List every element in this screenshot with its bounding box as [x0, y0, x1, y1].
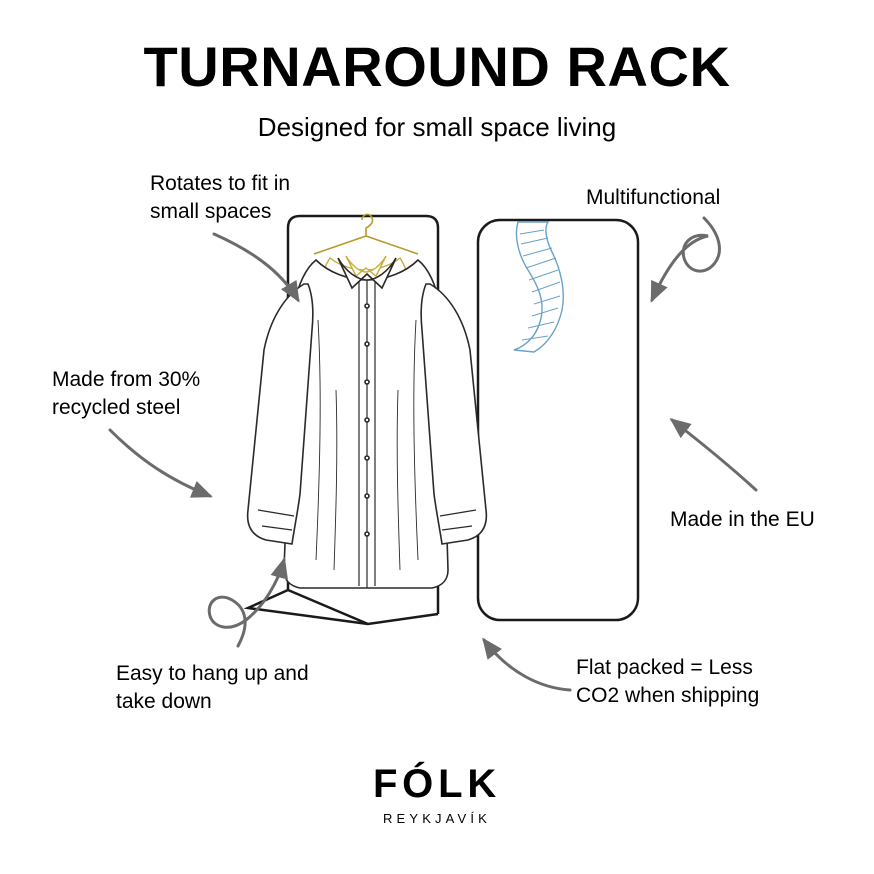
arr-flat	[484, 640, 570, 690]
annotation-arrows	[0, 0, 874, 874]
arr-multi	[652, 218, 719, 300]
brand-block: FÓLK REYKJAVÍK	[0, 762, 874, 826]
arr-rotates	[214, 234, 298, 300]
brand-logo-text: FÓLK	[0, 762, 874, 807]
arr-steel	[110, 430, 210, 496]
brand-location: REYKJAVÍK	[0, 811, 874, 826]
arr-easy	[209, 560, 284, 646]
arr-eu	[672, 420, 756, 490]
